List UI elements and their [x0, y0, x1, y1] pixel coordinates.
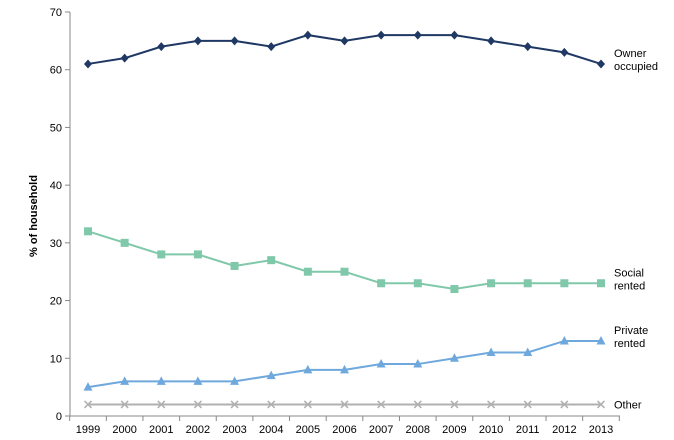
x-tick-label: 2002 [186, 424, 210, 436]
x-tick-label: 2006 [332, 424, 356, 436]
data-point [596, 335, 606, 345]
series-social-rented [84, 227, 605, 294]
data-point [597, 279, 605, 288]
x-tick-label: 1999 [76, 424, 100, 436]
data-point [376, 359, 386, 368]
data-point [157, 400, 166, 409]
x-tick-label: 2009 [442, 424, 466, 436]
y-tick-label: 30 [50, 238, 62, 250]
data-point [230, 376, 240, 385]
data-point [266, 370, 276, 380]
data-point [450, 285, 459, 294]
data-point [193, 250, 202, 259]
series-layer [83, 30, 606, 409]
data-point [156, 376, 166, 385]
data-point [487, 400, 496, 409]
data-point [450, 30, 459, 40]
series-label-owner-occupied: Owner occupied [614, 48, 658, 73]
data-point [193, 376, 203, 385]
data-point [193, 36, 202, 46]
data-point [523, 279, 532, 288]
data-point [120, 376, 130, 385]
data-point [340, 364, 349, 374]
data-point [560, 279, 569, 288]
data-point [413, 400, 422, 409]
y-tick-label: 20 [50, 296, 62, 308]
y-tick-label: 50 [50, 122, 62, 134]
y-axis: 0 10 20 30 40 50 60 70 [50, 7, 71, 423]
y-tick-label: 10 [50, 353, 62, 365]
data-point [340, 36, 349, 46]
data-point [340, 400, 349, 409]
y-tick-label: 60 [50, 65, 62, 77]
data-point [523, 42, 532, 52]
data-point [413, 279, 422, 288]
data-point [267, 400, 276, 409]
data-point [560, 47, 569, 57]
y-tick-label: 70 [50, 7, 62, 19]
data-point [267, 42, 276, 52]
data-point [413, 359, 423, 368]
data-point [486, 347, 496, 357]
data-point [84, 227, 92, 236]
data-point [267, 256, 276, 265]
series-other [83, 400, 606, 409]
data-point [377, 400, 386, 409]
x-tick-label: 2013 [589, 424, 613, 436]
x-tick-label: 2011 [516, 424, 540, 436]
x-tick-label: 2004 [259, 424, 283, 436]
data-point [449, 353, 459, 362]
x-tick-label: 2001 [149, 424, 173, 436]
data-point [83, 400, 93, 409]
x-tick-label: 2008 [406, 424, 430, 436]
x-axis: 1999 2000 2001 2002 2003 2004 2005 2006 2007 2008… [69, 415, 620, 436]
data-point [303, 400, 312, 409]
y-tick-label: 0 [56, 411, 62, 423]
data-point [303, 364, 313, 374]
series-label-private-rented: Private rented [614, 325, 648, 350]
x-tick-label: 2000 [112, 424, 136, 436]
series-private-rented [83, 335, 606, 391]
data-point [230, 36, 239, 46]
data-point [597, 59, 605, 69]
data-point [487, 36, 496, 46]
data-point [450, 400, 459, 409]
data-point [230, 400, 239, 409]
x-tick-label: 2010 [479, 424, 503, 436]
series-labels: Owner occupied Social rented Private rented Ot… [614, 48, 658, 412]
y-tick-label: 40 [50, 180, 62, 192]
data-point [487, 279, 496, 288]
data-point [157, 250, 166, 259]
data-point [120, 238, 129, 247]
series-owner-occupied [84, 30, 605, 69]
data-point [340, 267, 349, 276]
series-line-private-rented [87, 339, 601, 389]
data-point [120, 400, 129, 409]
data-point [523, 400, 532, 409]
series-label-social-rented: Social rented [614, 267, 645, 292]
data-point [303, 30, 312, 40]
data-point [84, 59, 92, 69]
x-tick-label: 2007 [369, 424, 393, 436]
series-label-other: Other [614, 399, 642, 411]
data-point [523, 347, 533, 357]
x-tick-label: 2012 [552, 424, 576, 436]
data-point [560, 400, 569, 409]
data-point [230, 261, 239, 270]
data-point [559, 335, 569, 345]
data-point [120, 53, 129, 63]
data-point [303, 267, 312, 276]
data-point [377, 30, 386, 40]
x-tick-label: 2003 [222, 424, 246, 436]
data-point [377, 279, 386, 288]
data-point [596, 400, 606, 409]
data-point [193, 400, 202, 409]
y-axis-title: % of household [28, 175, 40, 257]
x-tick-label: 2005 [296, 424, 320, 436]
data-point [413, 30, 422, 40]
data-point [83, 382, 93, 391]
data-point [157, 42, 166, 52]
